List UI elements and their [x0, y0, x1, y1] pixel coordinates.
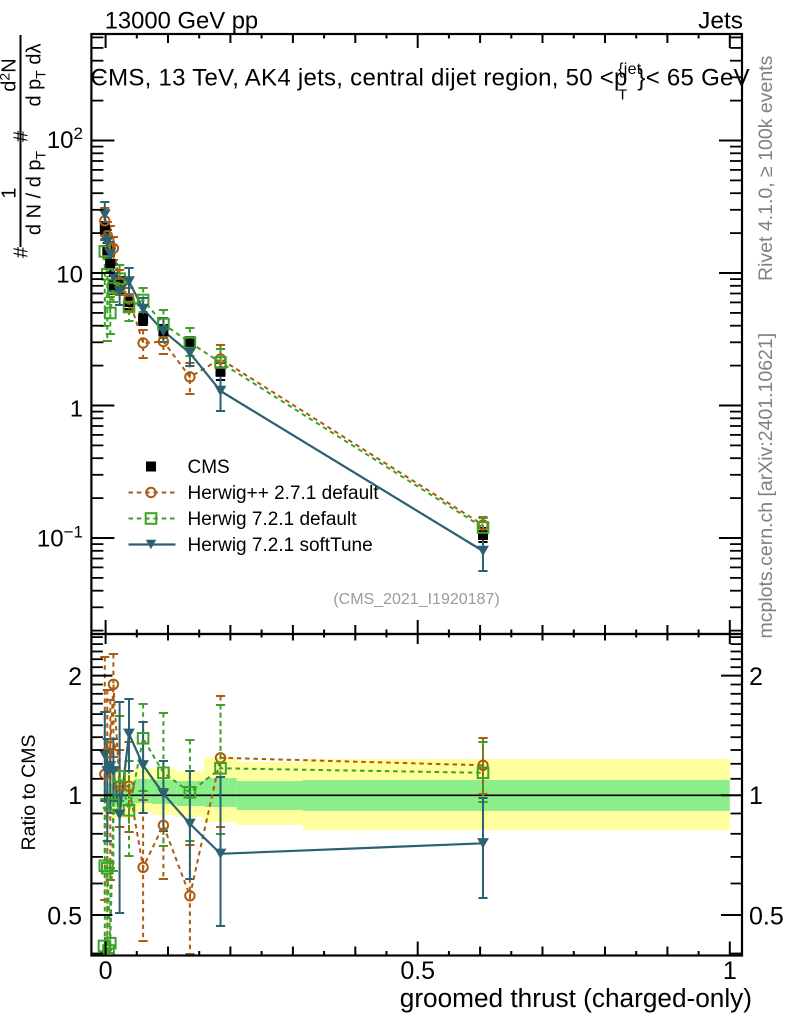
- svg-text:#: #: [11, 130, 33, 142]
- svg-text:0.5: 0.5: [749, 903, 784, 931]
- svg-text:13000 GeV pp: 13000 GeV pp: [105, 8, 258, 35]
- svg-text:CMS: CMS: [188, 457, 230, 478]
- svg-text:2: 2: [68, 663, 82, 691]
- svg-text:10: 10: [56, 262, 83, 289]
- svg-text:d2N: d2N: [0, 58, 21, 91]
- svg-text:mcplots.cern.ch [arXiv:2401.10: mcplots.cern.ch [arXiv:2401.10621]: [755, 333, 777, 639]
- svg-text:102: 102: [47, 124, 83, 154]
- svg-text:Herwig++ 2.7.1 default: Herwig++ 2.7.1 default: [188, 483, 380, 504]
- svg-text:#: #: [11, 246, 33, 258]
- svg-text:0.5: 0.5: [47, 903, 82, 931]
- svg-text:1: 1: [749, 782, 763, 810]
- svg-text:1: 1: [68, 782, 82, 810]
- svg-text:Rivet 4.1.0, ≥ 100k events: Rivet 4.1.0, ≥ 100k events: [755, 55, 777, 281]
- svg-text:1: 1: [70, 396, 83, 422]
- svg-text:(CMS_2021_I1920187): (CMS_2021_I1920187): [333, 591, 499, 608]
- svg-text:1: 1: [723, 957, 737, 985]
- svg-text:groomed thrust (charged-only): groomed thrust (charged-only): [400, 983, 752, 1013]
- svg-text:Herwig 7.2.1 default: Herwig 7.2.1 default: [188, 509, 358, 530]
- svg-text:Herwig 7.2.1 softTune: Herwig 7.2.1 softTune: [188, 535, 373, 556]
- svg-text:Jets: Jets: [698, 8, 743, 35]
- svg-text:0.5: 0.5: [400, 957, 435, 985]
- svg-text:0: 0: [99, 957, 113, 985]
- svg-text:d N / d pT: d N / d pT: [24, 150, 49, 235]
- svg-text:2: 2: [749, 663, 763, 691]
- svg-text:1: 1: [0, 187, 21, 198]
- svg-text:Ratio to CMS: Ratio to CMS: [18, 735, 40, 851]
